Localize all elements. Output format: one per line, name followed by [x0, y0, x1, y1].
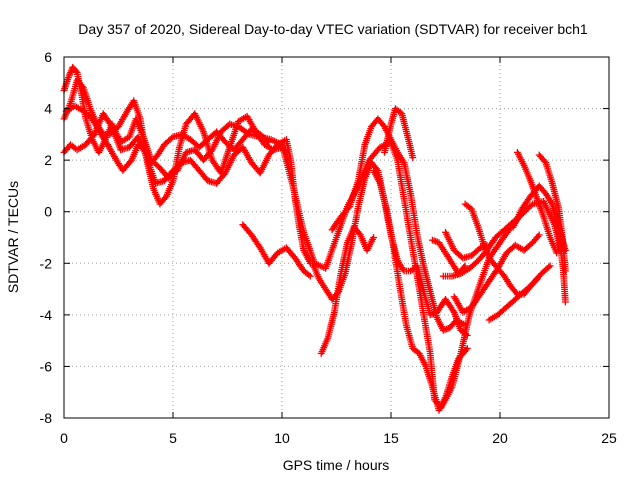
y-tick-label: 6 — [44, 49, 52, 65]
series-track-5 — [239, 221, 314, 280]
y-tick-label: 2 — [44, 152, 52, 168]
plot-frame — [63, 56, 610, 419]
series-track-20 — [548, 200, 569, 306]
y-axis-label: SDTVAR / TECUs — [5, 181, 21, 293]
x-axis-label: GPS time / hours — [283, 457, 390, 473]
series-track-9 — [381, 105, 417, 161]
series-markers — [328, 115, 469, 334]
series-markers — [485, 262, 554, 324]
x-tick-label: 25 — [601, 430, 617, 446]
x-tick-label: 5 — [169, 430, 177, 446]
x-tick-label: 15 — [383, 430, 399, 446]
series-markers — [514, 149, 561, 257]
y-tick-label: -4 — [40, 307, 53, 323]
chart-title: Day 357 of 2020, Sidereal Day-to-day VTE… — [78, 21, 588, 37]
y-tick-label: -2 — [40, 255, 53, 271]
y-tick-label: -8 — [40, 410, 53, 426]
series-markers — [548, 200, 569, 306]
x-tick-label: 10 — [274, 430, 290, 446]
series-markers — [239, 221, 314, 280]
y-tick-labels: -8 -6 -4 -2 0 2 4 6 — [40, 49, 53, 426]
x-tick-labels: 0 5 10 15 20 25 — [60, 430, 617, 446]
y-tick-label: 0 — [44, 204, 52, 220]
series-track-10 — [370, 167, 471, 414]
y-tick-label: -6 — [40, 358, 53, 374]
series-markers — [62, 102, 273, 174]
y-tick-label: 4 — [44, 101, 52, 117]
axis-ticks — [63, 56, 610, 419]
x-tick-label: 20 — [492, 430, 508, 446]
series-track-16 — [485, 262, 554, 324]
series-markers — [370, 167, 471, 414]
series-track-7 — [317, 223, 377, 357]
series-track-4 — [62, 102, 273, 174]
series-track-17 — [514, 149, 561, 257]
series-track-8 — [328, 115, 469, 334]
series-markers — [317, 223, 377, 357]
x-tick-label: 0 — [60, 430, 68, 446]
data-marks — [60, 63, 569, 414]
series-markers — [381, 105, 417, 161]
